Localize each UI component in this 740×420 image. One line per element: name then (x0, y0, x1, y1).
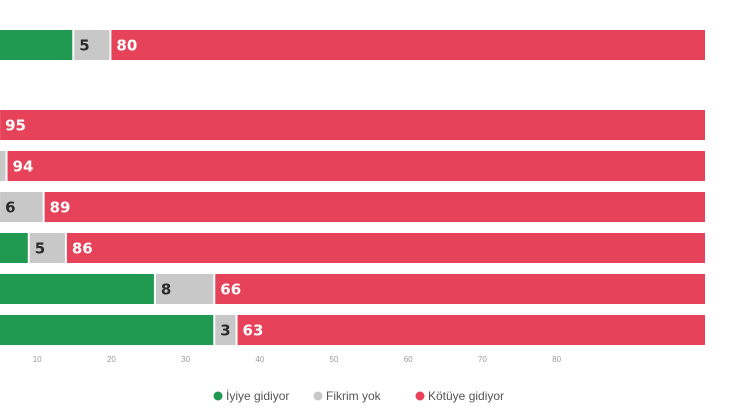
bar-segment-row5-series1 (0, 233, 28, 263)
x-tick-label-20: 20 (107, 355, 116, 364)
legend-label-series2: Fikrim yok (326, 389, 382, 403)
x-tick-label-40: 40 (255, 355, 264, 364)
legend: İyiye gidiyor Fikrim yok Kötüye gidiyor (213, 389, 504, 403)
bar-segment-row7-series3 (237, 315, 706, 345)
legend-marker-series1 (213, 391, 223, 401)
bar-segment-row6-series1 (0, 274, 154, 304)
data-label-row4-series3: 89 (50, 199, 71, 217)
data-label-row3-series3: 94 (13, 158, 34, 176)
data-label-row1-series2: 5 (79, 37, 89, 55)
bar-segment-row1-series2 (74, 30, 110, 60)
legend-label-series3: Kötüye gidiyor (428, 389, 504, 403)
data-label-row7-series2: 3 (220, 322, 230, 340)
bar-segment-row2-series3 (0, 110, 706, 140)
data-label-row6-series3: 66 (220, 281, 241, 299)
bar-segment-row1-series3 (111, 30, 705, 60)
bar-segment-row7-series2 (215, 315, 236, 345)
bar-segment-row6-series2 (155, 274, 214, 304)
data-label-row4-series2: 6 (5, 199, 15, 217)
bar-segment-row1-series1 (0, 30, 73, 60)
bar-segment-row6-series3 (215, 274, 705, 304)
x-tick-label-30: 30 (181, 355, 190, 364)
bar-segment-row3-series2 (0, 151, 6, 181)
x-tick-label-60: 60 (404, 355, 413, 364)
x-tick-label-70: 70 (478, 355, 487, 364)
x-axis-ticks: 10 20 30 40 50 60 70 80 (33, 355, 562, 364)
data-label-row1-series3: 80 (116, 37, 137, 55)
bar-segment-row4-series2 (0, 192, 43, 222)
data-label-row7-series3: 63 (243, 322, 264, 340)
data-label-row2-series3: 95 (5, 117, 26, 135)
x-tick-label-50: 50 (330, 355, 339, 364)
bars-layer: 580295494689586866363 (0, 30, 706, 345)
x-tick-label-80: 80 (552, 355, 561, 364)
bar-segment-row4-series3 (44, 192, 706, 222)
bar-segment-row3-series3 (7, 151, 705, 181)
bar-segment-row7-series1 (0, 315, 214, 345)
legend-marker-series3 (415, 391, 425, 401)
data-label-row5-series3: 86 (72, 240, 93, 258)
bar-segment-row5-series2 (29, 233, 65, 263)
data-label-row6-series2: 8 (161, 281, 171, 299)
legend-label-series1: İyiye gidiyor (226, 389, 289, 403)
x-tick-label-10: 10 (33, 355, 42, 364)
legend-marker-series2 (313, 391, 323, 401)
bar-segment-row5-series3 (66, 233, 705, 263)
data-label-row5-series2: 5 (35, 240, 45, 258)
